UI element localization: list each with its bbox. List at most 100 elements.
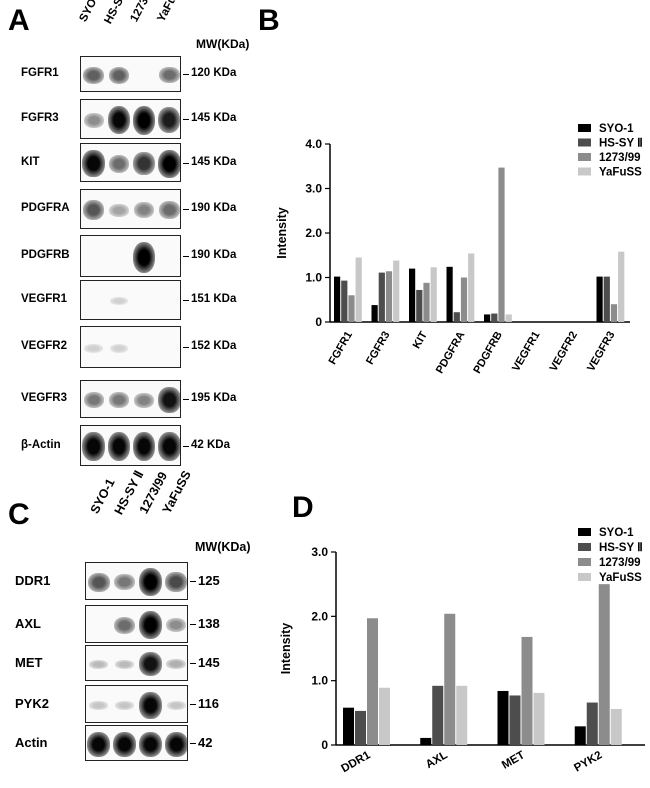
x-category-label-vegfr1: VEGFR1 [510,330,542,374]
bar-axl-yafuss [456,685,468,745]
band-pyk2-lane-2 [115,700,135,710]
mw-label-pdgfrb: 190 KDa [191,249,237,262]
band-fgfr1-lane-4 [159,67,180,83]
band-axl-lane-2 [114,616,136,634]
protein-label-pdgfrb: PDGFRB [21,249,70,262]
protein-label-pyk2: PYK2 [15,696,49,712]
mw-label-fgfr1: 120 KDa [191,67,237,80]
mw-label-vegfr1: 151 KDa [191,293,237,306]
legend-label-syo-1: SYO-1 [599,123,634,135]
lane-label-hs-sy: HS-SY Ⅱ [102,0,134,26]
bar-kit-hs-sy [416,289,423,322]
mw-tick-met [190,663,196,664]
bar-ddr1-hs-sy [355,710,366,745]
y-tick-label: 4.0 [305,137,322,151]
mw-label-pdgfra: 190 KDa [191,202,237,215]
legend-swatch-yafuss [578,573,591,581]
mw-tick-kit [183,162,189,164]
mw-tick-vegfr1 [183,300,189,301]
blot-strip-pdgfrb [80,235,181,277]
band-pdgfra-lane-2 [109,203,129,217]
bar-met-syo-1 [497,690,509,745]
band-actin-lane-1 [87,731,111,757]
mw-tick-actin [183,445,189,447]
protein-label-axl: AXL [15,616,41,632]
protein-label-pdgfra: PDGFRA [21,202,70,215]
blot-strip-vegfr1 [80,280,181,320]
band-axl-lane-4 [166,618,187,632]
mw-label-axl: 138 [198,616,220,632]
bar-pdgfrb-hs-sy [491,313,498,322]
protein-label-kit: KIT [21,155,40,168]
protein-label-ddr1: DDR1 [15,573,51,589]
mw-label-vegfr3: 195 KDa [191,392,237,405]
mw-tick-fgfr3 [183,119,189,120]
x-category-label-fgfr1: FGFR1 [327,330,355,367]
mw-tick-pdgfra [183,209,189,210]
y-tick-label: 2.0 [311,609,328,623]
blot-strip-axl [85,605,188,643]
y-tick-label: 1.0 [305,271,322,285]
protein-label-vegfr2: VEGFR2 [21,340,68,353]
mw-tick-fgfr1 [183,74,189,75]
x-category-label-pdgfrb: PDGFRB [471,329,505,375]
bar-met-yafuss [533,692,545,745]
band-ddr1-lane-3 [138,568,162,596]
mw-tick-vegfr3 [183,399,189,400]
bar-axl-hs-sy [432,685,444,745]
legend-label-yafuss: YaFuSS [599,572,642,584]
bar-pyk2-yafuss [610,708,622,745]
mw-label-actin: 42 KDa [191,438,230,451]
mw-tick-pdgfrb [183,256,189,257]
blot-strip-actin [85,725,188,761]
legend-swatch-1273-99 [578,558,591,566]
band-pyk2-lane-1 [89,700,109,710]
band-actin-lane-2 [107,432,131,461]
panel-letter-b: B [258,4,280,37]
protein-label-met: MET [15,655,43,671]
band-fgfr3-lane-4 [158,107,180,133]
band-vegfr2-lane-1 [84,343,103,353]
bar-fgfr3-yafuss [393,260,400,322]
blot-strip-actin [80,425,181,466]
blot-strip-fgfr3 [80,99,181,139]
band-ddr1-lane-1 [88,572,110,592]
protein-label-actin: Actin [15,735,48,751]
legend-label-yafuss: YaFuSS [599,167,642,179]
bar-pdgfra-1273-99 [460,277,468,322]
x-category-label-vegfr3: VEGFR3 [585,330,617,374]
band-actin-lane-3 [138,731,162,757]
bar-ddr1-syo-1 [343,707,354,745]
band-kit-lane-4 [158,149,180,178]
band-pdgfrb-lane-3 [132,241,156,273]
blot-strip-fgfr1 [80,56,181,92]
x-category-label-met: MET [500,749,527,772]
band-vegfr1-lane-2 [109,297,129,305]
mw-label-met: 145 [198,655,220,671]
band-actin-lane-3 [132,432,156,461]
bar-pdgfrb-1273-99 [498,167,505,322]
legend-swatch-hs-sy [578,138,591,147]
blot-strip-vegfr2 [80,326,181,368]
x-category-label-kit: KIT [411,329,430,351]
legend-label-hs-sy: HS-SY Ⅱ [599,137,643,150]
protein-label-fgfr1: FGFR1 [21,67,59,80]
protein-label-vegfr3: VEGFR3 [21,392,68,405]
bar-axl-syo-1 [420,737,432,745]
panel-letter-d: D [292,491,314,524]
band-actin-lane-2 [113,731,137,757]
y-tick-label: 3.0 [311,545,328,559]
band-pdgfra-lane-3 [134,202,155,218]
band-met-lane-4 [166,659,186,669]
bar-pdgfrb-syo-1 [484,314,491,322]
legend-swatch-syo-1 [578,528,591,536]
legend-label-1273-99: 1273/99 [599,152,641,164]
bar-pdgfra-yafuss [468,253,475,322]
band-pyk2-lane-4 [166,700,186,710]
band-kit-lane-2 [108,154,130,173]
bar-vegfr3-yafuss [618,251,625,322]
bar-pyk2-hs-sy [586,702,598,745]
band-fgfr3-lane-1 [83,112,104,128]
blot-strip-pyk2 [85,685,188,723]
bar-pdgfrb-yafuss [505,314,512,322]
